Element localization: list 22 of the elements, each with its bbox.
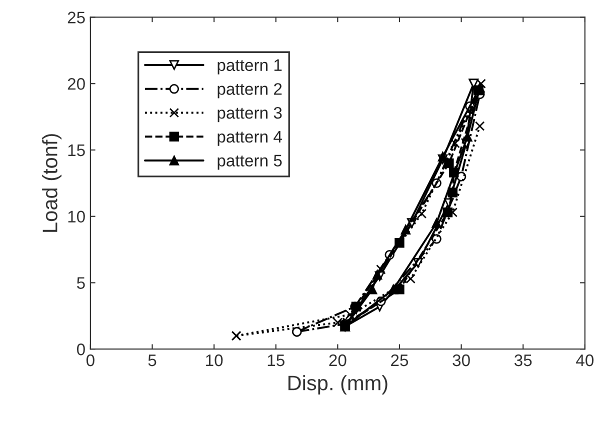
- legend-label: pattern 2: [218, 83, 282, 98]
- legend-label: pattern 5: [218, 154, 282, 170]
- x-tick-label: 40: [576, 354, 594, 366]
- x-tick-label: 20: [329, 354, 346, 366]
- x-axis-title: Disp. (mm): [288, 375, 388, 394]
- x-tick-label: 15: [268, 354, 284, 366]
- y-tick-label: 20: [68, 78, 85, 90]
- x-tick-label: 5: [148, 354, 156, 366]
- y-tick-label: 0: [76, 344, 85, 356]
- x-tick-label: 35: [514, 354, 532, 366]
- y-tick-label: 5: [76, 277, 85, 289]
- y-tick-label: 15: [68, 144, 85, 156]
- x-tick-label: 10: [206, 354, 223, 366]
- y-tick-label: 25: [68, 12, 85, 24]
- x-tick-label: 25: [391, 354, 408, 366]
- legend-label: pattern 4: [218, 131, 282, 146]
- y-axis-title: Load (tonf): [42, 134, 62, 232]
- x-tick-label: 0: [86, 354, 94, 366]
- y-tick-label: 10: [68, 210, 85, 223]
- x-tick-label: 30: [452, 354, 470, 366]
- legend-label: pattern 3: [218, 106, 282, 122]
- legend-label: pattern 1: [218, 59, 282, 74]
